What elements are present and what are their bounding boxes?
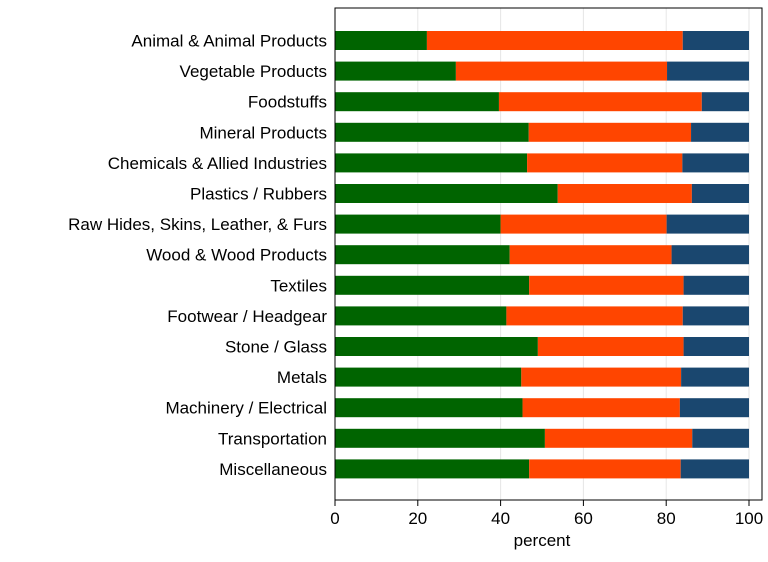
bar-segment-series-2 bbox=[506, 306, 683, 326]
bar-segment-series-2 bbox=[529, 275, 684, 295]
category-label: Raw Hides, Skins, Leather, & Furs bbox=[68, 215, 327, 234]
bar-segment-series-3 bbox=[682, 306, 749, 326]
bar-segment-series-3 bbox=[681, 367, 749, 387]
bar-segment-series-3 bbox=[691, 122, 749, 142]
bar-segment-series-1 bbox=[335, 428, 545, 448]
bar-segment-series-3 bbox=[683, 337, 749, 356]
bar-segment-series-2 bbox=[509, 245, 672, 265]
x-tick-label: 100 bbox=[735, 509, 763, 528]
category-labels: Animal & Animal Products Vegetable Produc… bbox=[68, 32, 327, 479]
bar-segment-series-2 bbox=[522, 398, 680, 418]
bar-segment-series-1 bbox=[335, 337, 538, 356]
bar-segment-series-2 bbox=[529, 459, 681, 479]
bar-segment-series-3 bbox=[692, 428, 749, 448]
x-tick-label: 60 bbox=[574, 509, 593, 528]
bar-segment-series-3 bbox=[671, 245, 749, 265]
category-label: Mineral Products bbox=[199, 123, 327, 142]
x-axis-label: percent bbox=[514, 531, 571, 550]
bar-segment-series-2 bbox=[498, 92, 702, 112]
x-tick-label: 0 bbox=[330, 509, 339, 528]
bar-segment-series-1 bbox=[335, 92, 499, 112]
bar-segment-series-1 bbox=[335, 398, 523, 418]
bar-segment-series-3 bbox=[667, 61, 749, 81]
category-label: Vegetable Products bbox=[180, 62, 327, 81]
bar-segment-series-3 bbox=[683, 275, 749, 295]
bar-segment-series-2 bbox=[544, 428, 693, 448]
bar-segment-series-2 bbox=[557, 184, 692, 203]
category-label: Textiles bbox=[270, 276, 327, 295]
bar-segment-series-1 bbox=[335, 214, 501, 234]
category-label: Machinery / Electrical bbox=[165, 399, 327, 418]
bar-segment-series-3 bbox=[679, 398, 749, 418]
bar-segment-series-2 bbox=[500, 214, 667, 234]
category-label: Miscellaneous bbox=[219, 460, 327, 479]
bar-segment-series-1 bbox=[335, 306, 507, 326]
x-tick-label: 40 bbox=[491, 509, 510, 528]
bar-segment-series-1 bbox=[335, 184, 558, 203]
bar-segment-series-1 bbox=[335, 153, 528, 173]
bar-segment-series-2 bbox=[455, 61, 668, 81]
category-label: Animal & Animal Products bbox=[131, 32, 327, 51]
category-label: Chemicals & Allied Industries bbox=[108, 154, 327, 173]
bar-segment-series-3 bbox=[691, 184, 749, 203]
bar-segment-series-2 bbox=[426, 31, 683, 50]
bar-segment-series-2 bbox=[528, 122, 692, 142]
category-label: Transportation bbox=[218, 429, 327, 448]
category-label: Stone / Glass bbox=[225, 338, 327, 357]
bar-segment-series-1 bbox=[335, 245, 510, 265]
bar-segment-series-1 bbox=[335, 122, 529, 142]
category-label: Footwear / Headgear bbox=[167, 307, 327, 326]
x-axis-ticks: 0 20 40 60 80 100 bbox=[330, 500, 763, 528]
category-label: Metals bbox=[277, 368, 327, 387]
bar-segment-series-1 bbox=[335, 459, 530, 479]
bar-segment-series-1 bbox=[335, 275, 530, 295]
bar-segment-series-2 bbox=[527, 153, 683, 173]
bar-segment-series-1 bbox=[335, 367, 522, 387]
x-tick-label: 20 bbox=[408, 509, 427, 528]
bar-segment-series-3 bbox=[701, 92, 749, 112]
x-tick-label: 80 bbox=[657, 509, 676, 528]
bar-segment-series-3 bbox=[682, 153, 749, 173]
bar-segment-series-3 bbox=[680, 459, 749, 479]
category-label: Wood & Wood Products bbox=[146, 246, 327, 265]
bar-segment-series-1 bbox=[335, 61, 456, 81]
category-label: Plastics / Rubbers bbox=[190, 185, 327, 204]
bar-segment-series-1 bbox=[335, 31, 427, 50]
bars bbox=[335, 31, 749, 479]
plot-frame bbox=[334, 7, 763, 501]
category-label: Foodstuffs bbox=[248, 93, 327, 112]
bar-segment-series-2 bbox=[537, 337, 684, 356]
bar-segment-series-2 bbox=[521, 367, 682, 387]
bar-segment-series-3 bbox=[666, 214, 749, 234]
bar-segment-series-3 bbox=[682, 31, 749, 50]
